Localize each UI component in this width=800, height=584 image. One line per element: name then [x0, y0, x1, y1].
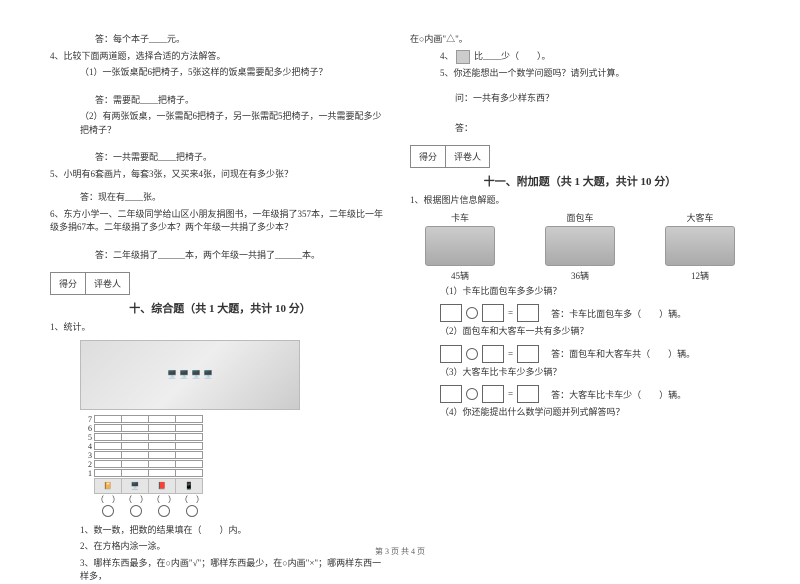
chart-item-icon: 📕 [148, 478, 176, 494]
truck-image [425, 226, 495, 266]
bus-image [545, 226, 615, 266]
circle-blank [94, 505, 122, 519]
vehicle-labels: 卡车 面包车 大客车 [410, 211, 750, 226]
computers-image: 🖥️ 🖥️ 🖥️ 🖥️ [80, 340, 300, 410]
page-footer: 第 3 页 共 4 页 [0, 546, 800, 557]
vehicle-counts: 45辆 36辆 12辆 [410, 266, 750, 282]
circle-blank [122, 505, 150, 519]
bar-chart: 7 6 5 4 3 2 1 📔 🖥️ 📕 📱 （ ） （ ） （ ） （ ） [80, 415, 390, 519]
r-q5-ask: 问：一共有多少样东西？ [410, 92, 750, 106]
s11-sub3: （3）大客车比卡车少多少辆？ [410, 366, 750, 380]
r-q5: 5、你还能想出一个数学问题吗？请列式计算。 [410, 67, 750, 81]
q4-ans1: 答：需要配____把椅子。 [50, 94, 390, 108]
equation-row: = 答：卡车比面包车多（ ）辆。 [440, 304, 750, 322]
right-column: 在○内画"△"。 4、 比____少（ ）。 5、你还能想出一个数学问题吗？请列… [410, 30, 750, 530]
chart-item-icon: 📔 [94, 478, 122, 494]
grader-label: 评卷人 [85, 272, 130, 295]
circle-blank [178, 505, 206, 519]
s11-q1: 1、根据图片信息解题。 [410, 194, 750, 208]
r-ans-label: 答： [410, 122, 750, 136]
section-11-title: 十一、附加题（共 1 大题，共计 10 分） [410, 173, 750, 189]
q6: 6、东方小学一、二年级同学给山区小朋友捐图书，一年级捐了357本，二年级比一年级… [50, 208, 390, 235]
q6-ans: 答：二年级捐了______本，两个年级一共捐了______本。 [50, 249, 390, 263]
r-q4: 4、 比____少（ ）。 [410, 50, 750, 64]
score-box-11: 得分 评卷人 [410, 145, 750, 168]
score-box-10: 得分 评卷人 [50, 272, 390, 295]
chart-item-icon: 📱 [175, 478, 203, 494]
q5: 5、小明有6套画片，每套3张，又买来4张，问现在有多少张？ [50, 168, 390, 182]
grader-label: 评卷人 [445, 145, 490, 168]
q4-sub1: （1）一张饭桌配6把椅子，5张这样的饭桌需要配多少把椅子？ [50, 66, 390, 80]
q4-sub2: （2）有两张饭桌，一张需配6把椅子，另一张需配5把椅子，一共需要配多少把椅子？ [50, 110, 390, 137]
score-label: 得分 [50, 272, 86, 295]
circle-blank [150, 505, 178, 519]
q4-ans2: 答：一共需要配____把椅子。 [50, 151, 390, 165]
cont-line: 在○内画"△"。 [410, 33, 750, 47]
s11-sub1: （1）卡车比面包车多多少辆？ [410, 285, 750, 299]
s11-sub2: （2）面包车和大客车一共有多少辆？ [410, 325, 750, 339]
q4: 4、比较下面两道题，选择合适的方法解答。 [50, 50, 390, 64]
q5-ans: 答：现在有____张。 [50, 191, 390, 205]
s10-opt1: 1、数一数，把数的结果填在（ ）内。 [50, 524, 390, 538]
answer-unit: 答：每个本子____元。 [50, 33, 390, 47]
calc-icon [456, 50, 470, 64]
score-label: 得分 [410, 145, 446, 168]
left-column: 答：每个本子____元。 4、比较下面两道题，选择合适的方法解答。 （1）一张饭… [50, 30, 390, 530]
section-10-title: 十、综合题（共 1 大题，共计 10 分） [50, 300, 390, 316]
s11-sub4: （4）你还能提出什么数学问题并列式解答吗？ [410, 406, 750, 420]
equation-row: = 答：大客车比卡车少（ ）辆。 [440, 385, 750, 403]
coach-image [665, 226, 735, 266]
equation-row: = 答：面包车和大客车共（ ）辆。 [440, 345, 750, 363]
chart-item-icon: 🖥️ [121, 478, 149, 494]
vehicle-images [410, 226, 750, 266]
s10-q1: 1、统计。 [50, 321, 390, 335]
s10-opt3: 3、哪样东西最多，在○内画"√"；哪样东西最少，在○内画"×"；哪两样东西一样多… [50, 557, 390, 584]
